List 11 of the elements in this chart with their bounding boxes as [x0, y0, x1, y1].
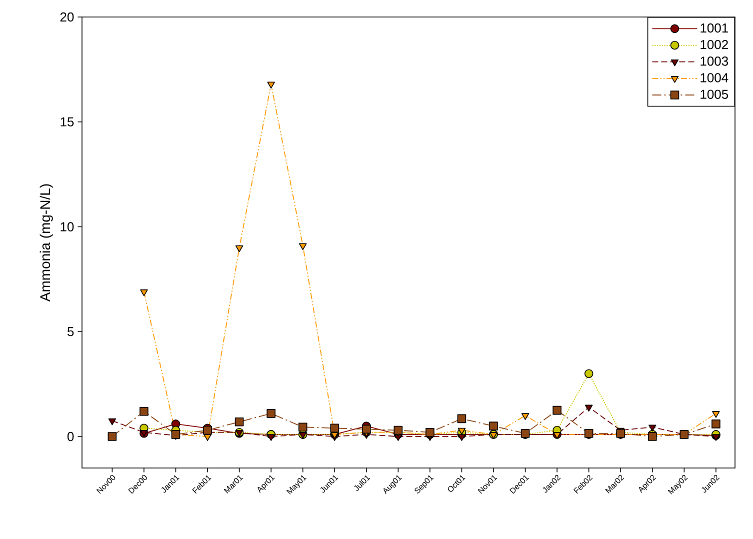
y-tick-label: 20 — [60, 12, 74, 22]
y-tick-label: 10 — [60, 222, 74, 232]
legend-label: 1001 — [700, 23, 728, 33]
y-tick-label: 0 — [67, 432, 74, 442]
legend-label: 1003 — [700, 56, 728, 66]
legend-label: 1005 — [700, 90, 728, 99]
y-tick-label: 5 — [67, 327, 74, 336]
legend-label: 1004 — [700, 73, 728, 82]
y-axis-title: Ammonia (mg-N/L) — [40, 184, 53, 302]
legend-label: 1002 — [700, 40, 728, 50]
y-tick-label: 15 — [60, 117, 74, 126]
